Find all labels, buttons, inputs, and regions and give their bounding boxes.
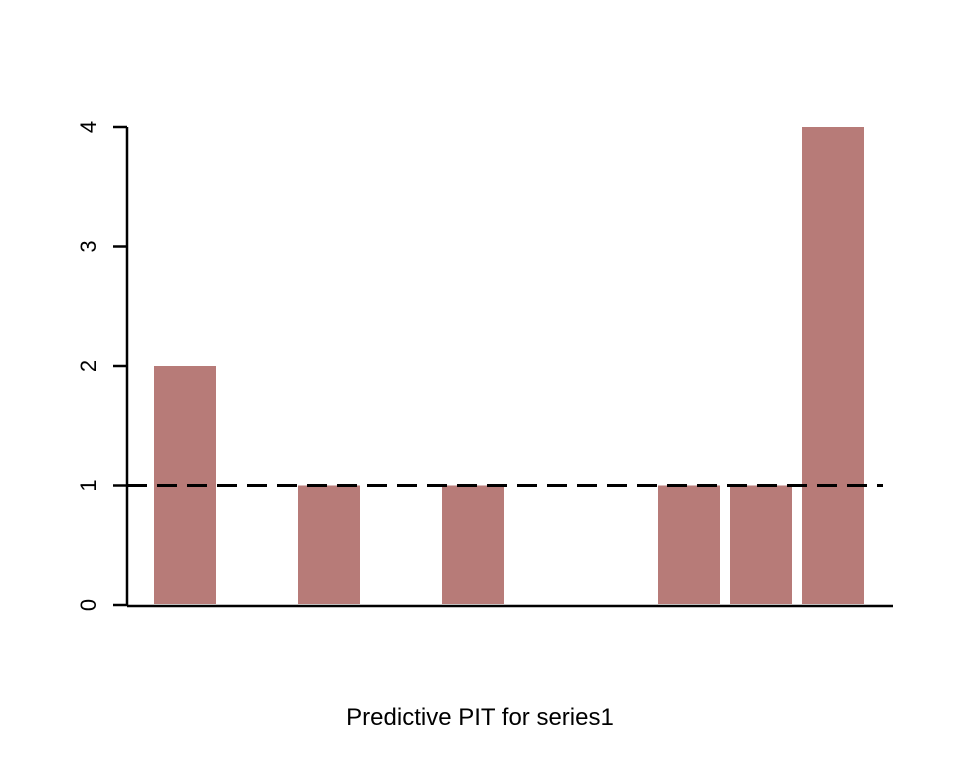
bar-3 (298, 485, 360, 604)
y-axis: 0 1 2 3 4 (76, 121, 129, 611)
y-tick-label-0: 0 (76, 599, 101, 611)
y-tick-label-1: 1 (76, 479, 101, 491)
bars (154, 127, 864, 604)
y-tick-label-4: 4 (76, 121, 101, 133)
y-tick-label-3: 3 (76, 240, 101, 252)
bar-9 (730, 485, 792, 604)
bar-5 (442, 485, 504, 604)
bar-8 (658, 485, 720, 604)
bar-10 (802, 127, 864, 604)
y-tick-label-2: 2 (76, 360, 101, 372)
x-axis-label: Predictive PIT for series1 (346, 704, 614, 731)
